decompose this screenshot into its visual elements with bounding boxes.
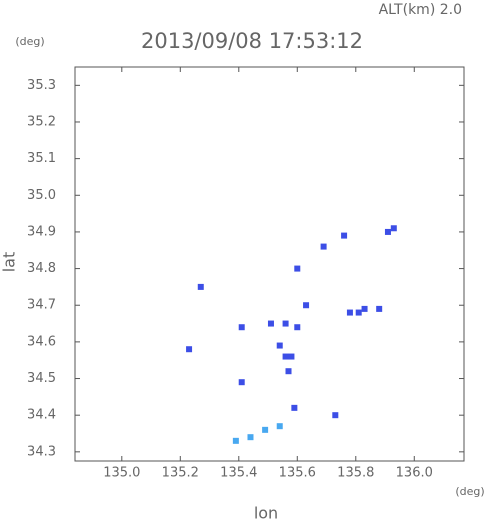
echo-point xyxy=(376,305,383,312)
y-tick-label: 34.7 xyxy=(27,298,56,313)
echo-point xyxy=(303,302,310,309)
echo-point xyxy=(384,228,391,235)
y-tick-label: 35.0 xyxy=(27,188,56,203)
y-tick-label: 34.3 xyxy=(27,444,56,459)
y-tick-label: 35.1 xyxy=(27,151,56,166)
echo-point xyxy=(276,342,283,349)
y-tick-label: 35.3 xyxy=(27,78,56,93)
x-tick-label: 135.4 xyxy=(220,466,257,481)
echo-point xyxy=(332,412,339,419)
echo-point xyxy=(285,368,292,375)
plot-frame xyxy=(74,66,465,462)
y-tick-label: 34.4 xyxy=(27,408,56,423)
echo-point xyxy=(291,404,298,411)
x-tick-label: 135.8 xyxy=(337,466,374,481)
echo-point xyxy=(320,243,327,250)
y-axis-label: lat xyxy=(0,252,19,273)
echo-point xyxy=(282,320,289,327)
subtitle: ALT(km) 2.0 xyxy=(379,2,462,18)
chart-title: 2013/09/08 17:53:12 xyxy=(141,29,363,53)
echo-point xyxy=(247,434,254,441)
x-tick-label: 136.0 xyxy=(396,466,433,481)
echo-point xyxy=(294,265,301,272)
echo-point xyxy=(361,305,368,312)
y-tick-label: 34.5 xyxy=(27,371,56,386)
x-tick-label: 135.6 xyxy=(279,466,316,481)
y-tick-label: 34.6 xyxy=(27,334,56,349)
echo-point xyxy=(341,232,348,239)
y-tick-label: 34.8 xyxy=(27,261,56,276)
echo-point xyxy=(282,353,289,360)
echo-point xyxy=(186,346,193,353)
echo-point xyxy=(267,320,274,327)
echo-point xyxy=(232,437,239,444)
x-tick-label: 135.0 xyxy=(103,466,140,481)
echo-point xyxy=(390,225,397,232)
echo-point xyxy=(262,426,269,433)
echo-point xyxy=(355,309,362,316)
echo-point xyxy=(197,283,204,290)
y-tick-label: 35.2 xyxy=(27,114,56,129)
y-unit: (deg) xyxy=(15,35,44,48)
y-tick-label: 34.9 xyxy=(27,224,56,239)
echo-point xyxy=(276,423,283,430)
x-tick-label: 135.2 xyxy=(162,466,199,481)
echo-point xyxy=(294,324,301,331)
x-unit: (deg) xyxy=(455,485,484,498)
echo-point xyxy=(346,309,353,316)
echo-point xyxy=(238,379,245,386)
echo-point xyxy=(288,353,295,360)
echo-point xyxy=(238,324,245,331)
x-axis-label: lon xyxy=(254,504,278,521)
